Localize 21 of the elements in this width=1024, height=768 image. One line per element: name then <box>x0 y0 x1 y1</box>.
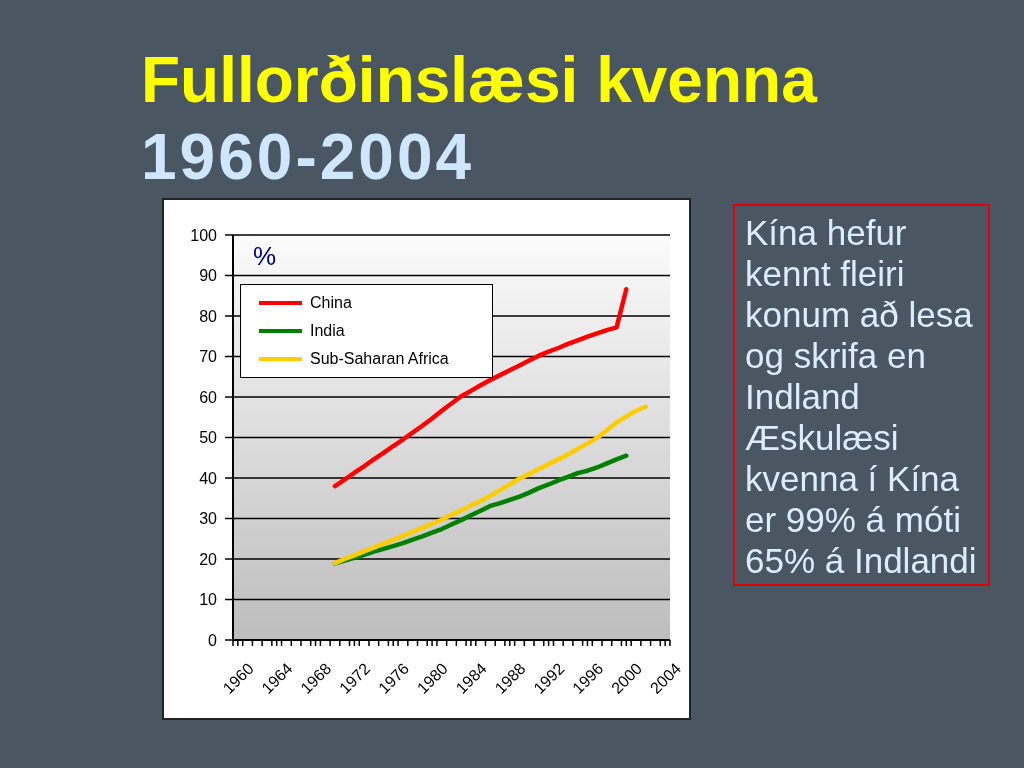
legend-label: India <box>310 322 345 339</box>
y-tick-label: 60 <box>199 388 218 406</box>
y-tick-label: 70 <box>199 348 218 366</box>
y-tick-label: 90 <box>199 267 218 285</box>
text: Æskulæsi kvenna í Kína er 99% á móti 65% á Indlandi <box>745 418 977 580</box>
chart-title: Fullorðinslæsi kvenna <box>141 44 817 116</box>
y-tick-label: 20 <box>199 550 218 568</box>
y-tick-label: 0 <box>208 631 218 649</box>
y-tick-label: 50 <box>199 429 218 447</box>
line-series <box>332 453 629 566</box>
y-tick-label: 10 <box>199 591 218 609</box>
legend-label: Sub-Saharan Africa <box>310 350 449 367</box>
legend-label: China <box>310 294 352 311</box>
y-tick-label: 80 <box>199 307 218 325</box>
y-axis-title: % <box>253 241 277 271</box>
line-series <box>332 404 648 566</box>
text: Kína hefur kennt fleiri konum að lesa og skrifa en Indland <box>745 213 973 416</box>
y-tick-label: 40 <box>199 469 218 487</box>
y-tick-label: 100 <box>190 226 218 244</box>
chart-subtitle: 1960-2004 <box>141 121 475 193</box>
y-tick-label: 30 <box>199 510 218 528</box>
